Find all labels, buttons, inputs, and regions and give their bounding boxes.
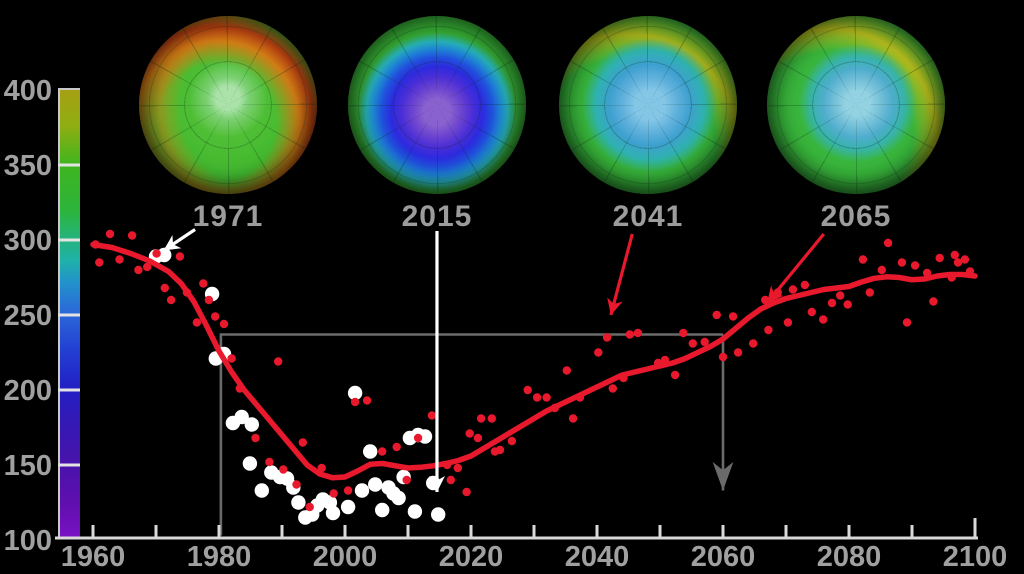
annotation-arrows <box>162 228 826 492</box>
svg-text:2020: 2020 <box>439 541 504 573</box>
svg-text:1980: 1980 <box>187 541 252 573</box>
svg-text:400: 400 <box>4 75 52 107</box>
svg-text:300: 300 <box>4 225 52 257</box>
globe-label-1971: 1971 <box>192 200 264 233</box>
globe-2041: 2041 <box>559 16 737 234</box>
globe-image-2065 <box>767 16 945 194</box>
svg-text:1960: 1960 <box>61 541 126 573</box>
svg-text:200: 200 <box>4 375 52 407</box>
y-axis-labels: 400 350 300 250 200 150 100 <box>4 75 52 557</box>
globe-image-2041 <box>559 16 737 194</box>
globe-label-2041: 2041 <box>612 200 684 233</box>
model-annual-series <box>91 229 975 512</box>
svg-text:100: 100 <box>4 525 52 557</box>
svg-text:250: 250 <box>4 300 52 332</box>
globe-image-2015 <box>348 16 526 194</box>
globe-2015: 2015 <box>348 16 526 234</box>
ozone-colorbar <box>58 88 80 538</box>
svg-text:2060: 2060 <box>691 541 756 573</box>
model-smoothed-curve <box>90 241 978 481</box>
svg-text:2100: 2100 <box>943 541 1008 573</box>
colorbar-ticks <box>58 163 80 467</box>
svg-text:2000: 2000 <box>313 541 378 573</box>
svg-text:2080: 2080 <box>817 541 882 573</box>
globe-1971: 1971 <box>139 16 317 234</box>
globe-image-1971 <box>139 16 317 194</box>
x-axis: 1960 1980 2000 2020 2040 2060 2080 2100 <box>55 518 1007 573</box>
globe-label-2065: 2065 <box>820 200 892 233</box>
svg-text:2040: 2040 <box>565 541 630 573</box>
globe-2065: 2065 <box>767 16 945 234</box>
svg-text:150: 150 <box>4 450 52 482</box>
svg-text:350: 350 <box>4 150 52 182</box>
globe-label-2015: 2015 <box>401 200 473 233</box>
